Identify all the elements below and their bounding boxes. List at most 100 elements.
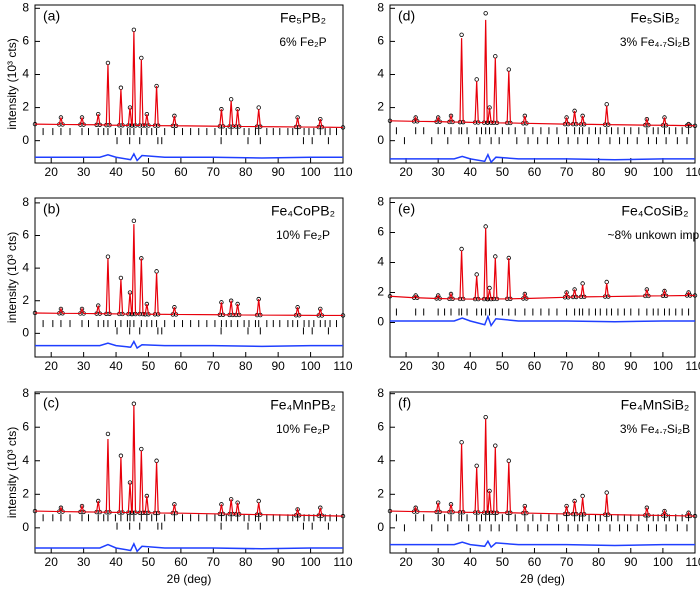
y-tick-label: 8 <box>377 386 384 400</box>
x-tick-label: 70 <box>560 359 574 373</box>
x-tick-label: 110 <box>685 359 700 373</box>
y-tick-label: 0 <box>377 133 384 147</box>
observed-point <box>131 218 137 224</box>
x-tick-label: 60 <box>174 555 188 569</box>
observed-point <box>58 505 64 510</box>
panel-letter: (c) <box>43 395 59 411</box>
x-tick-label: 30 <box>77 165 91 179</box>
y-tick-label: 8 <box>377 0 384 14</box>
x-tick-label: 110 <box>685 165 700 179</box>
observed-point <box>105 60 111 66</box>
observed-point <box>131 27 137 33</box>
observed-point <box>483 11 488 16</box>
observed-point <box>413 505 418 510</box>
observed-point <box>506 458 511 463</box>
x-tick-label: 50 <box>496 359 510 373</box>
plot-frame <box>389 391 696 554</box>
x-tick-label: 90 <box>271 359 285 373</box>
y-tick-label: 2 <box>22 486 29 500</box>
observed-point <box>58 306 64 312</box>
x-tick-label: 20 <box>399 555 413 569</box>
observed-point <box>154 269 159 274</box>
x-tick-label: 40 <box>109 359 123 373</box>
x-tick-label: 50 <box>496 165 510 179</box>
x-tick-label: 20 <box>45 359 59 373</box>
y-axis-label: intensity (10³ cts) <box>5 38 19 129</box>
y-tick-label: 4 <box>22 67 29 81</box>
difference-curve <box>390 152 695 164</box>
observed-point <box>493 54 498 59</box>
compound-label: Fe₄CoSiB₂ <box>621 203 688 219</box>
x-tick-label: 90 <box>271 555 285 569</box>
x-tick-label: 110 <box>333 359 352 373</box>
x-tick-label: 80 <box>239 555 253 569</box>
compound-label: Fe₄CoPB₂ <box>271 203 335 219</box>
x-tick-label: 80 <box>592 165 606 179</box>
observed-point <box>139 446 144 452</box>
x-tick-label: 70 <box>207 555 221 569</box>
y-tick-label: 6 <box>22 34 29 48</box>
panel-letter: (b) <box>43 201 60 217</box>
x-tick-label: 60 <box>174 359 188 373</box>
observed-point <box>604 490 609 495</box>
observed-point <box>662 508 667 514</box>
observed-point <box>256 498 261 504</box>
x-tick-label: 40 <box>464 555 478 569</box>
observed-point <box>493 443 498 448</box>
observed-point <box>483 414 488 420</box>
compound-label: Fe₄MnSiB₂ <box>621 397 690 413</box>
observed-point <box>474 77 479 82</box>
impurity-note: 6% Fe₂P <box>279 35 326 49</box>
panel-letter: (f) <box>398 395 411 411</box>
y-tick-label: 0 <box>377 315 384 329</box>
observed-point <box>79 306 85 312</box>
x-tick-label: 90 <box>624 359 638 373</box>
x-tick-label: 60 <box>528 165 542 179</box>
observed-point <box>604 279 609 285</box>
x-tick-label: 110 <box>333 555 352 569</box>
x-tick-label: 80 <box>239 165 253 179</box>
difference-curve <box>35 339 343 350</box>
x-tick-label: 90 <box>624 555 638 569</box>
y-tick-label: 2 <box>22 100 29 114</box>
calculated-curve <box>34 31 344 129</box>
y-tick-label: 0 <box>22 133 29 147</box>
x-tick-label: 110 <box>685 555 700 569</box>
x-tick-label: 50 <box>496 555 510 569</box>
observed-point <box>118 453 124 458</box>
y-tick-label: 4 <box>377 67 384 81</box>
x-tick-label: 100 <box>653 165 673 179</box>
y-tick-label: 4 <box>22 260 29 274</box>
y-tick-label: 0 <box>377 520 384 534</box>
x-tick-label: 40 <box>464 359 478 373</box>
observed-point <box>118 275 124 281</box>
observed-point <box>493 254 498 259</box>
observed-point <box>459 32 464 37</box>
x-tick-label: 110 <box>333 165 352 179</box>
observed-point <box>435 115 441 120</box>
impurity-note: 10% Fe₂P <box>276 228 330 242</box>
difference-curve <box>35 541 343 553</box>
y-tick-label: 4 <box>22 453 29 467</box>
difference-curve <box>35 152 343 162</box>
y-tick-label: 2 <box>377 285 384 299</box>
x-tick-label: 60 <box>528 555 542 569</box>
y-tick-label: 4 <box>377 453 384 467</box>
x-tick-label: 70 <box>560 165 574 179</box>
observed-point <box>105 254 111 259</box>
y-tick-label: 6 <box>377 34 384 48</box>
observed-point <box>580 493 585 499</box>
observed-point <box>139 55 144 61</box>
observed-point <box>506 67 511 72</box>
y-tick-label: 4 <box>377 255 384 269</box>
y-tick-label: 2 <box>377 100 384 114</box>
calculated-curve <box>34 224 343 317</box>
y-axis-label: intensity (10³ cts) <box>5 427 19 518</box>
y-tick-label: 6 <box>22 419 29 433</box>
x-axis-label: 2θ (deg) <box>520 572 565 586</box>
y-tick-label: 0 <box>22 520 29 534</box>
observed-point <box>118 85 124 90</box>
observed-point <box>105 431 111 437</box>
x-tick-label: 20 <box>45 555 59 569</box>
